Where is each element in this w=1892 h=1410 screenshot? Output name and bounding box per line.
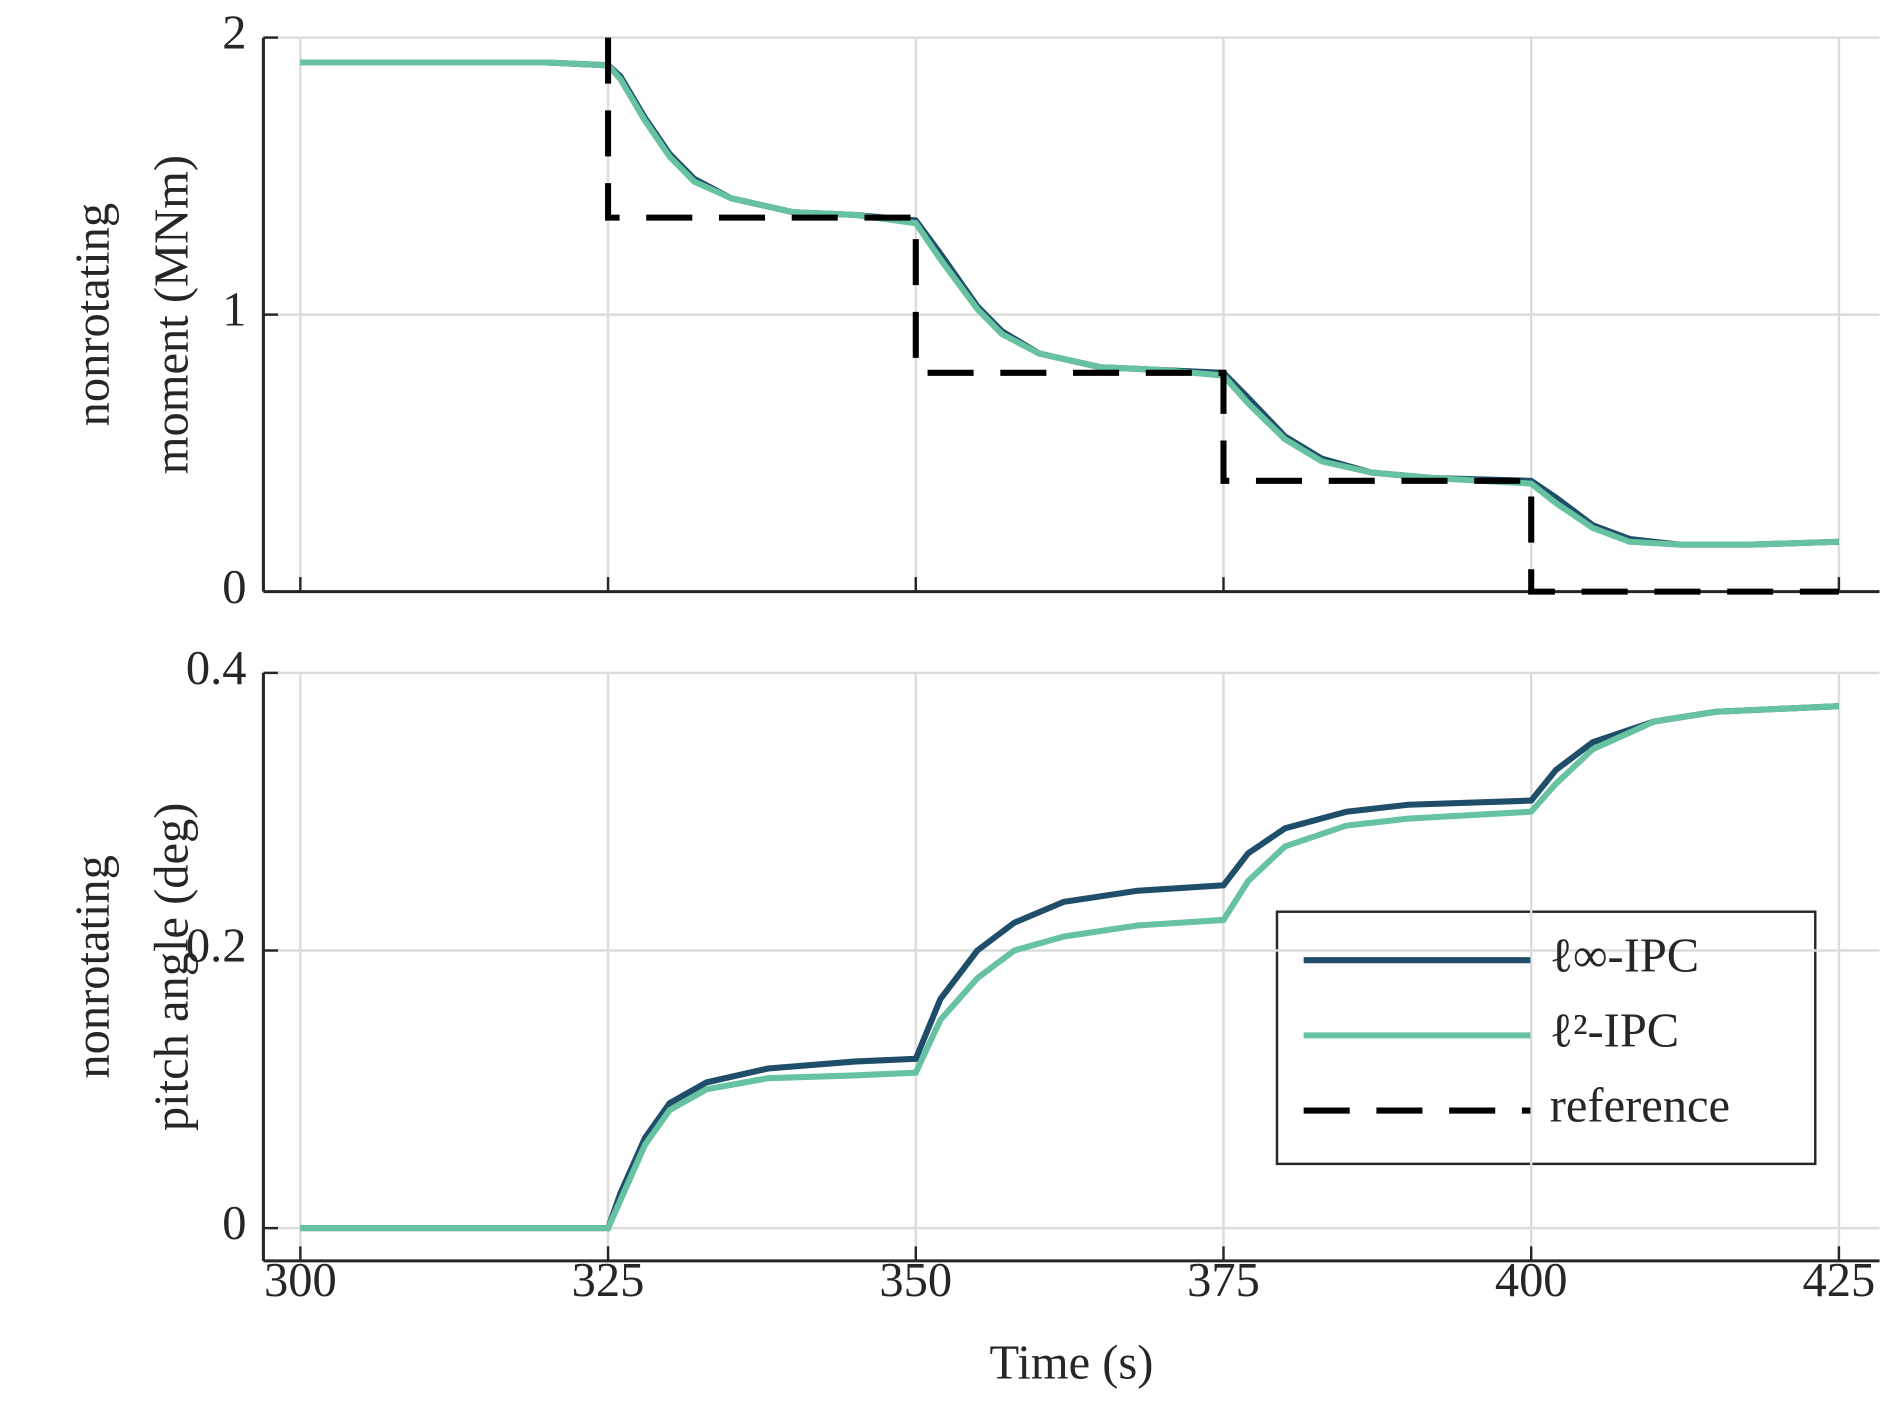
y-axis-label: nonrotating [66,855,119,1079]
legend-label: ℓ∞-IPC [1550,929,1699,982]
x-tick-label: 325 [572,1254,645,1307]
y-tick-label: 0 [222,1197,246,1250]
y-tick-label: 0 [222,561,246,614]
y-axis-label: pitch angle (deg) [145,803,198,1131]
y-tick-label: 2 [222,7,246,60]
x-tick-label: 350 [879,1254,952,1307]
data-line [300,703,1840,1232]
y-tick-label: 0.2 [186,920,247,973]
y-axis-label: moment (MNm) [145,155,198,474]
x-tick-label: 400 [1495,1254,1568,1307]
x-tick-label: 425 [1803,1254,1876,1307]
x-axis-label: Time (s) [990,1337,1154,1390]
x-tick-label: 375 [1187,1254,1260,1307]
legend-label: ℓ²-IPC [1550,1004,1679,1057]
y-axis-label: nonrotating [66,203,119,427]
legend-label: reference [1550,1080,1730,1133]
y-tick-label: 1 [222,284,246,337]
data-line [300,59,1840,548]
data-line [300,59,1840,548]
data-line [605,37,1839,595]
data-line [300,703,1840,1232]
y-tick-label: 0.4 [186,642,247,695]
x-tick-label: 300 [264,1254,337,1307]
